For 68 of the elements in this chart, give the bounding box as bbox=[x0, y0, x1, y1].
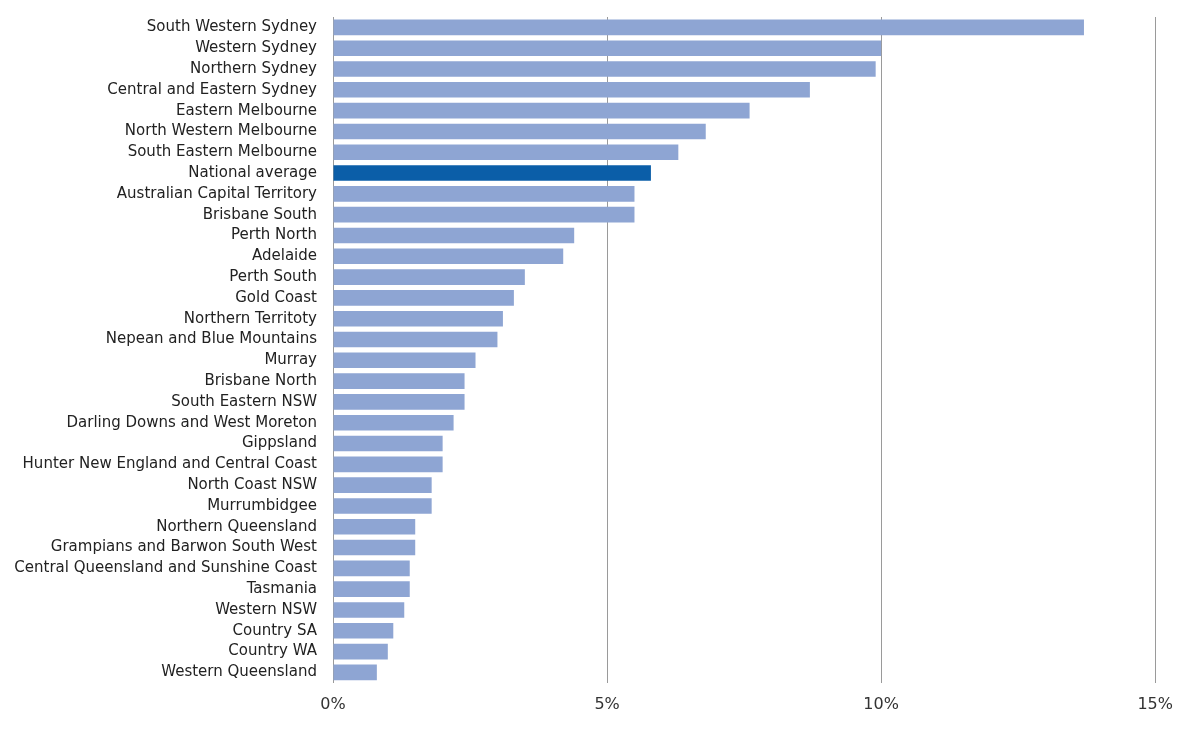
y-tick-label: Tasmania bbox=[245, 579, 317, 598]
bar bbox=[333, 331, 498, 348]
y-tick-label: Western Sydney bbox=[195, 38, 318, 57]
bar bbox=[333, 498, 432, 514]
y-tick-label: Gippsland bbox=[241, 433, 317, 452]
y-tick-label: Brisbane South bbox=[202, 204, 317, 223]
y-tick-label: South Eastern Melbourne bbox=[127, 142, 317, 161]
y-tick-label: Western NSW bbox=[215, 599, 318, 618]
bar bbox=[333, 19, 1084, 36]
y-tick-label: Murray bbox=[264, 350, 318, 369]
y-tick-label: Northern Territoty bbox=[183, 308, 318, 327]
bar bbox=[333, 414, 454, 431]
x-tick-label: 0% bbox=[320, 693, 346, 713]
bar bbox=[333, 102, 750, 119]
bar bbox=[333, 227, 575, 244]
x-tick-label: 15% bbox=[1137, 693, 1173, 713]
bar bbox=[333, 602, 405, 618]
bar bbox=[333, 248, 564, 265]
bar bbox=[333, 82, 810, 98]
y-tick-label: Hunter New England and Central Coast bbox=[22, 454, 318, 473]
y-tick-label: Country WA bbox=[228, 641, 318, 660]
bar bbox=[333, 123, 706, 140]
bar bbox=[333, 40, 882, 57]
y-tick-label: Northern Queensland bbox=[156, 516, 317, 535]
bar bbox=[333, 352, 476, 369]
bar bbox=[333, 664, 377, 681]
y-tick-label: Australian Capital Territory bbox=[116, 183, 318, 202]
bar bbox=[333, 477, 432, 493]
bar bbox=[333, 290, 514, 306]
y-tick-label: Brisbane North bbox=[204, 371, 317, 389]
bar bbox=[333, 435, 443, 452]
bar bbox=[333, 539, 416, 556]
bar bbox=[333, 622, 394, 639]
bar bbox=[333, 186, 635, 202]
y-tick-label: Nepean and Blue Mountains bbox=[105, 329, 318, 348]
y-tick-label: South Eastern NSW bbox=[171, 391, 318, 410]
y-tick-label: Grampians and Barwon South West bbox=[50, 537, 318, 556]
bar bbox=[333, 373, 465, 389]
bar bbox=[333, 518, 416, 535]
y-tick-label: Perth North bbox=[230, 225, 317, 244]
bar bbox=[333, 394, 465, 410]
x-tick-label: 5% bbox=[594, 693, 620, 713]
bar bbox=[333, 144, 679, 161]
bar bbox=[333, 269, 525, 285]
y-tick-label: Western Queensland bbox=[161, 662, 317, 681]
bar bbox=[333, 643, 388, 660]
y-tick-label: Country SA bbox=[232, 620, 318, 639]
bar bbox=[333, 581, 410, 597]
y-tick-label: Perth South bbox=[229, 266, 317, 285]
y-tick-label: Eastern Melbourne bbox=[176, 100, 317, 119]
y-tick-label: South Western Sydney bbox=[146, 17, 318, 36]
y-tick-label: Central and Eastern Sydney bbox=[107, 79, 318, 98]
y-tick-label: Central Queensland and Sunshine Coast bbox=[14, 558, 318, 577]
bar bbox=[333, 310, 503, 327]
y-tick-label: Murrumbidgee bbox=[207, 495, 317, 514]
bar bbox=[333, 456, 443, 473]
y-tick-label: North Coast NSW bbox=[187, 475, 318, 494]
y-tick-label: National average bbox=[188, 162, 317, 181]
y-tick-label: North Western Melbourne bbox=[124, 121, 317, 140]
bar bbox=[333, 560, 410, 577]
x-tick-label: 10% bbox=[863, 693, 899, 713]
y-tick-label: Northern Sydney bbox=[190, 58, 318, 77]
y-tick-label: Darling Downs and West Moreton bbox=[66, 412, 317, 431]
y-tick-label: Gold Coast bbox=[235, 287, 318, 306]
y-tick-label: Adelaide bbox=[251, 246, 317, 265]
bar bbox=[333, 61, 876, 77]
bar bbox=[333, 206, 635, 223]
bar bbox=[333, 165, 651, 181]
